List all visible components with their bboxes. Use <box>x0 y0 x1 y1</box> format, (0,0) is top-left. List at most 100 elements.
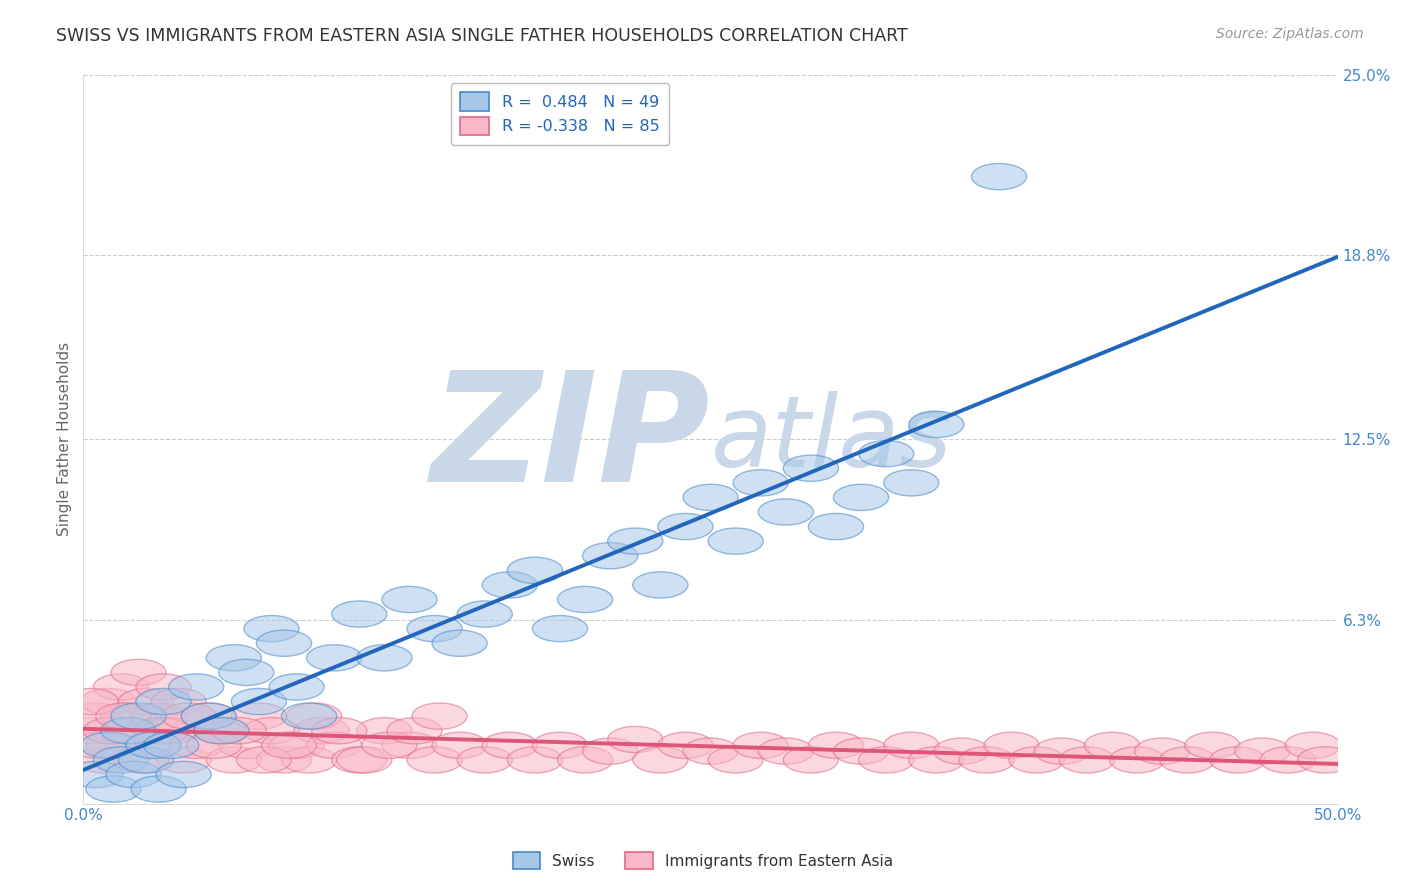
Ellipse shape <box>243 717 299 744</box>
Ellipse shape <box>508 558 562 583</box>
Ellipse shape <box>70 732 127 758</box>
Ellipse shape <box>633 747 688 773</box>
Ellipse shape <box>181 703 236 730</box>
Ellipse shape <box>76 747 131 773</box>
Ellipse shape <box>1010 747 1064 773</box>
Y-axis label: Single Father Households: Single Father Households <box>58 342 72 536</box>
Ellipse shape <box>834 484 889 510</box>
Ellipse shape <box>169 732 224 758</box>
Ellipse shape <box>683 738 738 764</box>
Ellipse shape <box>1084 732 1139 758</box>
Text: ZIP: ZIP <box>430 365 710 514</box>
Ellipse shape <box>432 630 488 657</box>
Ellipse shape <box>406 615 463 641</box>
Ellipse shape <box>1135 738 1189 764</box>
Ellipse shape <box>432 732 488 758</box>
Ellipse shape <box>633 572 688 598</box>
Ellipse shape <box>93 747 149 773</box>
Ellipse shape <box>269 732 325 758</box>
Ellipse shape <box>883 470 939 496</box>
Ellipse shape <box>134 717 188 744</box>
Ellipse shape <box>96 703 150 730</box>
Ellipse shape <box>162 703 217 730</box>
Ellipse shape <box>207 645 262 671</box>
Ellipse shape <box>859 441 914 467</box>
Ellipse shape <box>131 776 186 802</box>
Ellipse shape <box>118 747 173 773</box>
Ellipse shape <box>194 717 249 744</box>
Ellipse shape <box>1109 747 1164 773</box>
Ellipse shape <box>1035 738 1090 764</box>
Ellipse shape <box>312 717 367 744</box>
Ellipse shape <box>243 615 299 641</box>
Ellipse shape <box>387 717 441 744</box>
Ellipse shape <box>336 747 392 773</box>
Ellipse shape <box>86 732 141 758</box>
Ellipse shape <box>105 717 162 744</box>
Ellipse shape <box>533 732 588 758</box>
Ellipse shape <box>482 572 537 598</box>
Ellipse shape <box>382 732 437 758</box>
Text: Source: ZipAtlas.com: Source: ZipAtlas.com <box>1216 27 1364 41</box>
Ellipse shape <box>1209 747 1265 773</box>
Ellipse shape <box>127 732 181 758</box>
Ellipse shape <box>457 601 512 627</box>
Ellipse shape <box>783 747 838 773</box>
Ellipse shape <box>281 703 336 730</box>
Ellipse shape <box>834 738 889 764</box>
Ellipse shape <box>136 673 191 700</box>
Ellipse shape <box>1260 747 1315 773</box>
Ellipse shape <box>118 689 173 714</box>
Ellipse shape <box>156 747 211 773</box>
Ellipse shape <box>150 689 207 714</box>
Ellipse shape <box>143 732 198 758</box>
Ellipse shape <box>207 747 262 773</box>
Ellipse shape <box>1298 747 1353 773</box>
Ellipse shape <box>294 717 349 744</box>
Ellipse shape <box>972 163 1026 190</box>
Ellipse shape <box>582 542 638 569</box>
Ellipse shape <box>307 645 361 671</box>
Ellipse shape <box>1160 747 1215 773</box>
Ellipse shape <box>105 762 162 788</box>
Text: SWISS VS IMMIGRANTS FROM EASTERN ASIA SINGLE FATHER HOUSEHOLDS CORRELATION CHART: SWISS VS IMMIGRANTS FROM EASTERN ASIA SI… <box>56 27 908 45</box>
Ellipse shape <box>357 717 412 744</box>
Ellipse shape <box>156 762 211 788</box>
Ellipse shape <box>287 703 342 730</box>
Ellipse shape <box>508 747 562 773</box>
Ellipse shape <box>709 528 763 554</box>
Ellipse shape <box>69 762 124 788</box>
Ellipse shape <box>733 470 789 496</box>
Ellipse shape <box>63 689 118 714</box>
Ellipse shape <box>1059 747 1115 773</box>
Ellipse shape <box>332 747 387 773</box>
Ellipse shape <box>658 732 713 758</box>
Ellipse shape <box>582 738 638 764</box>
Ellipse shape <box>111 703 166 730</box>
Ellipse shape <box>808 514 863 540</box>
Legend: R =  0.484   N = 49, R = -0.338   N = 85: R = 0.484 N = 49, R = -0.338 N = 85 <box>451 82 669 145</box>
Ellipse shape <box>60 717 115 744</box>
Ellipse shape <box>83 717 138 744</box>
Ellipse shape <box>86 776 141 802</box>
Ellipse shape <box>131 703 186 730</box>
Ellipse shape <box>1234 738 1291 764</box>
Ellipse shape <box>93 673 149 700</box>
Ellipse shape <box>382 586 437 613</box>
Ellipse shape <box>256 747 312 773</box>
Ellipse shape <box>219 732 274 758</box>
Ellipse shape <box>194 717 249 744</box>
Ellipse shape <box>186 732 242 758</box>
Ellipse shape <box>758 738 814 764</box>
Ellipse shape <box>908 747 965 773</box>
Ellipse shape <box>482 732 537 758</box>
Ellipse shape <box>984 732 1039 758</box>
Ellipse shape <box>111 659 166 686</box>
Ellipse shape <box>114 747 169 773</box>
Ellipse shape <box>232 689 287 714</box>
Ellipse shape <box>709 747 763 773</box>
Ellipse shape <box>607 528 662 554</box>
Ellipse shape <box>281 747 336 773</box>
Ellipse shape <box>558 747 613 773</box>
Ellipse shape <box>101 703 156 730</box>
